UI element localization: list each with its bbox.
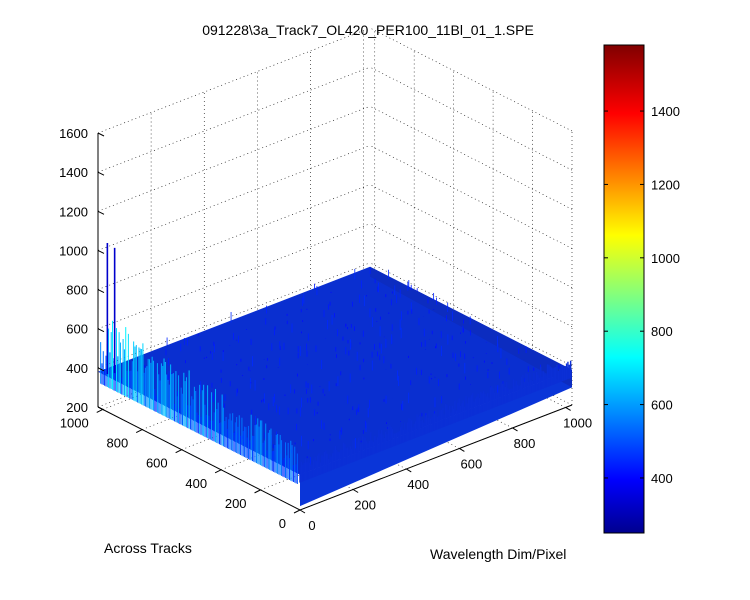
- colorbar-gradient: [603, 44, 645, 534]
- z-tick-mark: [97, 249, 105, 254]
- colorbar-tick-label: 800: [651, 324, 673, 339]
- x-tick-mark: [405, 468, 412, 473]
- x-tick-label: 800: [514, 436, 536, 451]
- axis-ticks: 0200400600800100002004006008001000200400…: [59, 126, 592, 533]
- y-tick-mark: [96, 408, 103, 413]
- colorbar-tick-label: 1400: [651, 104, 680, 119]
- z-tick-label: 400: [66, 361, 88, 376]
- grid-line: [97, 106, 371, 212]
- z-tick-label: 1400: [59, 165, 88, 180]
- z-tick-label: 800: [66, 283, 88, 298]
- x-tick-mark: [459, 448, 465, 452]
- z-tick-mark: [97, 406, 105, 411]
- grid-line: [97, 66, 371, 173]
- surface-front-face: [300, 369, 572, 507]
- y-tick-label: 600: [146, 456, 168, 471]
- grid-line: [369, 27, 573, 132]
- y-tick-mark: [135, 429, 143, 433]
- x-tick-label: 400: [407, 477, 429, 492]
- y-tick-mark: [175, 449, 182, 454]
- x-axis-line: [299, 404, 573, 511]
- chart-title: 091228\3a_Track7_OL420_PER100_11Bl_01_1.…: [202, 22, 534, 38]
- colorbar: 400 600 800 1000 1200 1400: [603, 44, 680, 534]
- grid-line: [97, 184, 371, 290]
- z-tick-mark: [97, 289, 105, 294]
- x-tick-mark: [565, 407, 571, 411]
- z-tick-label: 1000: [59, 243, 88, 258]
- y-tick-mark: [254, 489, 261, 494]
- colorbar-tick-label: 1000: [651, 251, 680, 266]
- grid-line: [369, 262, 573, 367]
- grid-line: [369, 106, 573, 210]
- z-tick-mark: [97, 210, 105, 215]
- colorbar-tick-label: 400: [651, 471, 673, 486]
- z-tick-label: 1200: [59, 204, 88, 219]
- x-tick-label: 600: [461, 456, 483, 471]
- y-tick-mark: [293, 509, 301, 514]
- y-tick-label: 200: [225, 496, 247, 511]
- x-tick-mark: [512, 427, 518, 432]
- z-tick-label: 600: [66, 322, 88, 337]
- y-tick-label: 400: [185, 476, 207, 491]
- grid-line: [97, 223, 371, 329]
- x-axis-label: Wavelength Dim/Pixel: [430, 546, 566, 562]
- surface-right-face: [370, 266, 572, 388]
- z-tick-label: 1600: [59, 126, 88, 141]
- y-axis-line: [97, 406, 301, 511]
- colorbar-ticks: 400 600 800 1000 1200 1400: [604, 104, 680, 486]
- x-tick-mark: [299, 509, 306, 514]
- grid-line: [369, 145, 573, 249]
- x-tick-label: 200: [354, 497, 376, 512]
- x-tick-label: 0: [308, 518, 315, 533]
- z-tick-label: 200: [66, 400, 88, 415]
- grid-line: [369, 223, 573, 327]
- z-tick-mark: [97, 171, 105, 176]
- y-tick-label: 800: [106, 436, 128, 451]
- z-tick-mark: [97, 132, 105, 137]
- y-tick-mark: [214, 469, 222, 474]
- grid-line: [369, 66, 573, 171]
- y-axis-label: Across Tracks: [104, 540, 192, 556]
- x-tick-label: 1000: [563, 415, 592, 430]
- colorbar-tick-label: 1200: [651, 177, 680, 192]
- z-tick-mark: [97, 367, 105, 372]
- y-tick-label: 1000: [60, 415, 89, 430]
- z-tick-mark: [97, 328, 105, 333]
- surface-data: [98, 243, 572, 507]
- grid-line: [369, 184, 573, 288]
- colorbar-tick-label: 600: [651, 398, 673, 413]
- grid-line: [97, 27, 371, 134]
- x-tick-mark: [352, 489, 359, 493]
- y-tick-label: 0: [279, 516, 286, 531]
- grid-line: [97, 145, 371, 251]
